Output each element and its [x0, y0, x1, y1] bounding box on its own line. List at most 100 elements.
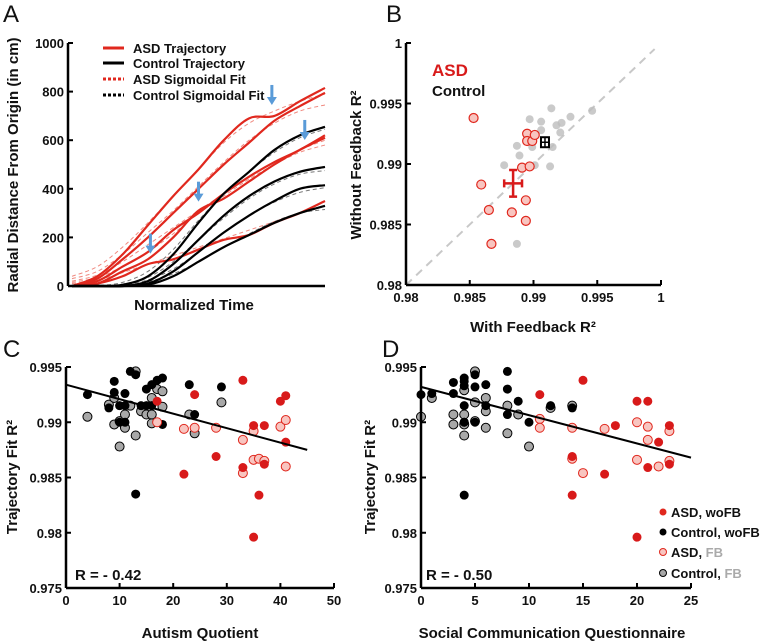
control-point: [537, 117, 546, 126]
asd-wofb-point: [664, 421, 674, 431]
panel-c-xtick-label: 0: [62, 593, 69, 608]
panel-b-ytick-label: 0.98: [377, 278, 402, 293]
asd-wofb-point: [281, 391, 291, 401]
panel-label-d: D: [382, 336, 399, 363]
panel-a-ytick-label: 1000: [35, 36, 64, 51]
trajectory-line-asd: [71, 136, 326, 288]
asd-fb-point: [578, 468, 588, 479]
asd-fb-point: [599, 423, 610, 434]
panel-b-ytick-label: 0.995: [369, 97, 402, 112]
arrow-down-icon: [266, 96, 277, 105]
control-fb-point: [130, 430, 141, 441]
asd-fb-point: [275, 421, 286, 432]
asd-fb-point: [178, 423, 189, 434]
control-wofb-point: [546, 401, 556, 411]
panel-d-correlation: R = - 0.50: [426, 567, 492, 584]
control-wofb-point: [481, 380, 491, 390]
panel-c-ytick-label: 0.995: [29, 360, 62, 375]
control-point: [548, 143, 557, 152]
trajectory-line-asd: [71, 134, 326, 288]
asd-wofb-point: [578, 375, 588, 385]
asd-wofb-point: [211, 452, 221, 462]
panel-d-xtick-label: 10: [522, 593, 536, 608]
legend-control-wofb: Control, woFB: [671, 525, 760, 540]
control-mean-cross: [540, 137, 549, 148]
asd-wofb-point: [643, 396, 653, 406]
asd-fb-point: [152, 417, 163, 428]
control-point: [556, 128, 565, 137]
panel-b-xtick-label: 1: [657, 290, 664, 305]
control-fb-point: [502, 428, 513, 439]
asd-wofb-point: [238, 463, 248, 473]
control-point: [537, 126, 546, 135]
control-fb-point: [146, 409, 157, 420]
panel-d-ytick-label: 0.98: [392, 526, 417, 541]
control-wofb-point: [131, 489, 141, 499]
legend-marker-control-fb: [659, 569, 667, 577]
panel-d-xtick-label: 0: [417, 593, 424, 608]
legend-control: Control: [432, 83, 485, 100]
control-wofb-point: [216, 382, 226, 392]
panel-b-ytick-label: 0.985: [369, 218, 402, 233]
control-point: [512, 239, 521, 248]
control-wofb-point: [109, 387, 119, 397]
asd-wofb-point: [643, 463, 653, 473]
arrow-down-icon: [193, 193, 204, 202]
panel-d-xtick-label: 25: [684, 593, 698, 608]
panel-c-ytick-label: 0.99: [37, 415, 62, 430]
control-wofb-point: [470, 417, 480, 427]
asd-wofb-point: [190, 390, 200, 400]
panel-a-chart: 0 200 400 600 800 1000: [35, 36, 326, 294]
control-wofb-point: [104, 403, 114, 413]
panel-d-xtick-label: 5: [471, 593, 478, 608]
panel-b-xtick-label: 0.985: [453, 290, 486, 305]
control-wofb-point: [131, 370, 141, 380]
arrow-down-icon: [299, 131, 310, 140]
panel-d-xlabel: Social Communication Questionnaire: [419, 625, 686, 642]
legend-control-fit: Control Sigmoidal Fit: [133, 88, 265, 103]
control-wofb-point: [82, 390, 92, 400]
asd-point: [520, 195, 531, 206]
control-fb-point: [114, 441, 125, 452]
control-wofb-point: [120, 417, 130, 427]
control-fb-point: [480, 392, 491, 403]
sigmoid-fit-line-control: [71, 187, 326, 287]
panel-d-ylabel: Trajectory Fit R²: [362, 420, 379, 534]
asd-wofb-point: [632, 396, 642, 406]
panel-a-ytick-label: 400: [42, 182, 64, 197]
control-wofb-point: [459, 417, 469, 427]
asd-fb-point: [534, 422, 545, 433]
control-point: [557, 118, 566, 127]
panel-c-xlabel: Autism Quotient: [142, 625, 259, 642]
legend-marker-asd-fb: [659, 548, 667, 556]
asd-wofb-point: [610, 421, 620, 431]
legend-control-trajectory: Control Trajectory: [133, 56, 246, 71]
control-point: [566, 112, 575, 121]
asd-wofb-point: [567, 452, 577, 462]
control-wofb-point: [470, 382, 480, 392]
asd-wofb-point: [654, 437, 664, 447]
panel-b-ytick-label: 0.99: [377, 157, 402, 172]
panel-a-ylabel: Radial Distance From Origin (in cm): [5, 37, 22, 292]
asd-wofb-point: [275, 396, 285, 406]
control-fb-point: [459, 409, 470, 420]
control-wofb-point: [109, 376, 119, 386]
panel-c-xtick-label: 50: [327, 593, 341, 608]
panel-b-xtick-label: 0.995: [581, 290, 614, 305]
asd-fb-point: [280, 415, 291, 426]
asd-wofb-point: [664, 459, 674, 469]
sigmoid-fit-line-control: [71, 128, 326, 287]
control-wofb-point: [459, 401, 469, 411]
control-point: [525, 115, 534, 124]
panel-c-ylabel: Trajectory Fit R²: [4, 420, 21, 534]
control-point: [588, 106, 597, 115]
panel-b-ytick-label: 1: [395, 36, 402, 51]
panel-c-ytick-label: 0.98: [37, 526, 62, 541]
asd-fb-point: [642, 434, 653, 445]
panel-a-ytick-label: 0: [57, 279, 64, 294]
panel-a-ytick-label: 200: [42, 230, 64, 245]
asd-wofb-point: [249, 421, 259, 431]
panel-a-ytick-label: 800: [42, 85, 64, 100]
control-wofb-point: [190, 410, 200, 420]
panel-d-ytick-label: 0.985: [384, 471, 417, 486]
